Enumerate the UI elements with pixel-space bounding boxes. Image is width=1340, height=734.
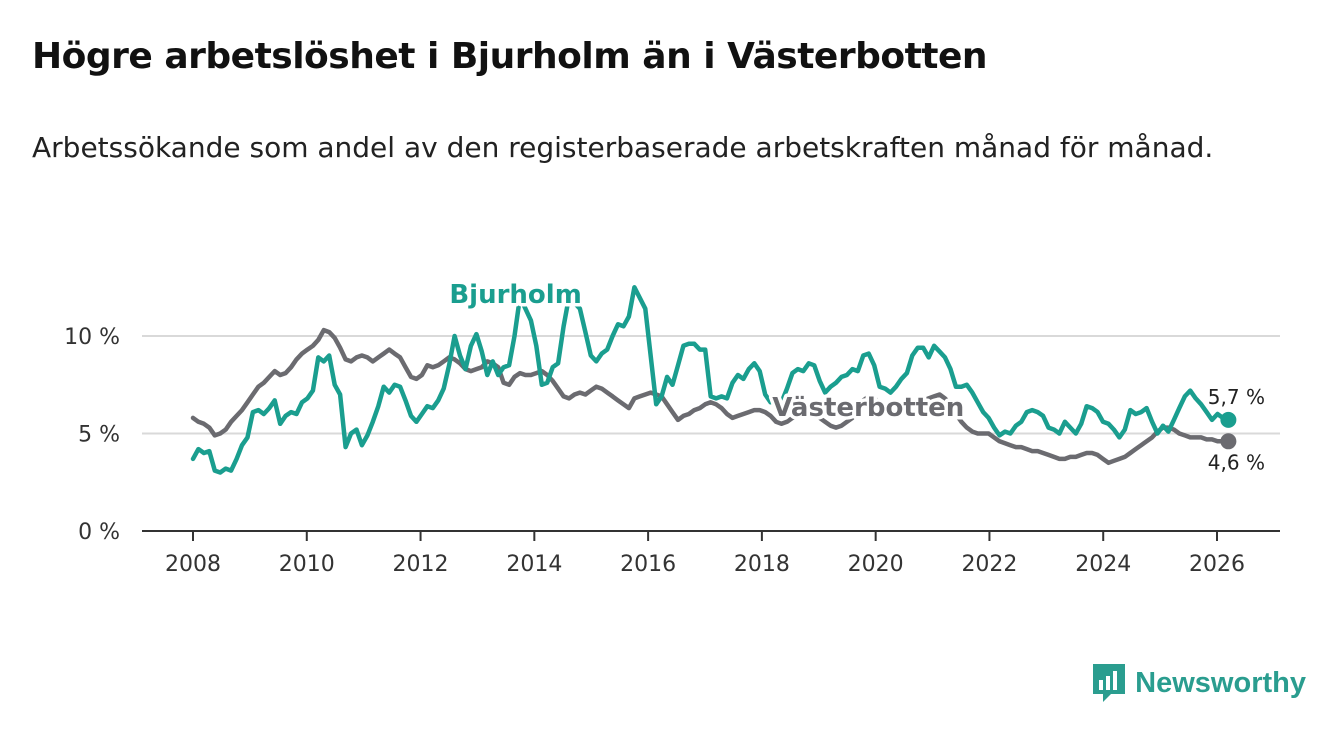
series-labels: 5,7 % 4,6 % Bjurholm Västerbotten	[446, 276, 1265, 474]
series-end-marker	[1220, 411, 1237, 428]
x-tick-label: 2012	[393, 552, 449, 577]
series-lines	[190, 285, 1237, 475]
y-tick-label: 5 %	[78, 423, 120, 448]
end-value-label-bjurholm: 5,7 %	[1208, 385, 1265, 409]
x-tick-label: 2026	[1189, 552, 1245, 577]
x-tick-label: 2020	[848, 552, 904, 577]
x-tick-label: 2010	[279, 552, 335, 577]
x-tick-label: 2008	[165, 552, 221, 577]
x-tick-label: 2016	[620, 552, 676, 577]
newsworthy-logo: Newsworthy	[1091, 662, 1306, 704]
x-tick-label: 2022	[961, 552, 1017, 577]
y-tick-label: 10 %	[64, 325, 120, 350]
x-tick-label: 2014	[506, 552, 562, 577]
brand-name: Newsworthy	[1135, 666, 1306, 699]
y-tick-label: 0 %	[78, 520, 120, 545]
series-line-bjurholm	[190, 285, 1231, 475]
bar-chart-icon	[1093, 664, 1126, 702]
chart-subtitle: Arbetssökande som andel av den registerb…	[32, 131, 1214, 164]
series-name-label-bjurholm: Bjurholm	[449, 280, 581, 310]
series-end-marker	[1220, 433, 1237, 450]
y-axis-ticks: 0 % 5 % 10 %	[64, 325, 120, 545]
end-value-label-vasterbotten: 4,6 %	[1208, 450, 1265, 474]
x-axis-ticks: 2008 2010 2012 2014 2016 2018 2020 2022 2024 2026	[165, 531, 1245, 577]
series-line-vsterbotten	[190, 327, 1231, 466]
series-name-label-vsterbotten: Västerbotten	[772, 393, 964, 423]
x-tick-label: 2024	[1075, 552, 1131, 577]
x-tick-label: 2018	[734, 552, 790, 577]
chart-title: Högre arbetslöshet i Bjurholm än i Väste…	[32, 36, 988, 77]
